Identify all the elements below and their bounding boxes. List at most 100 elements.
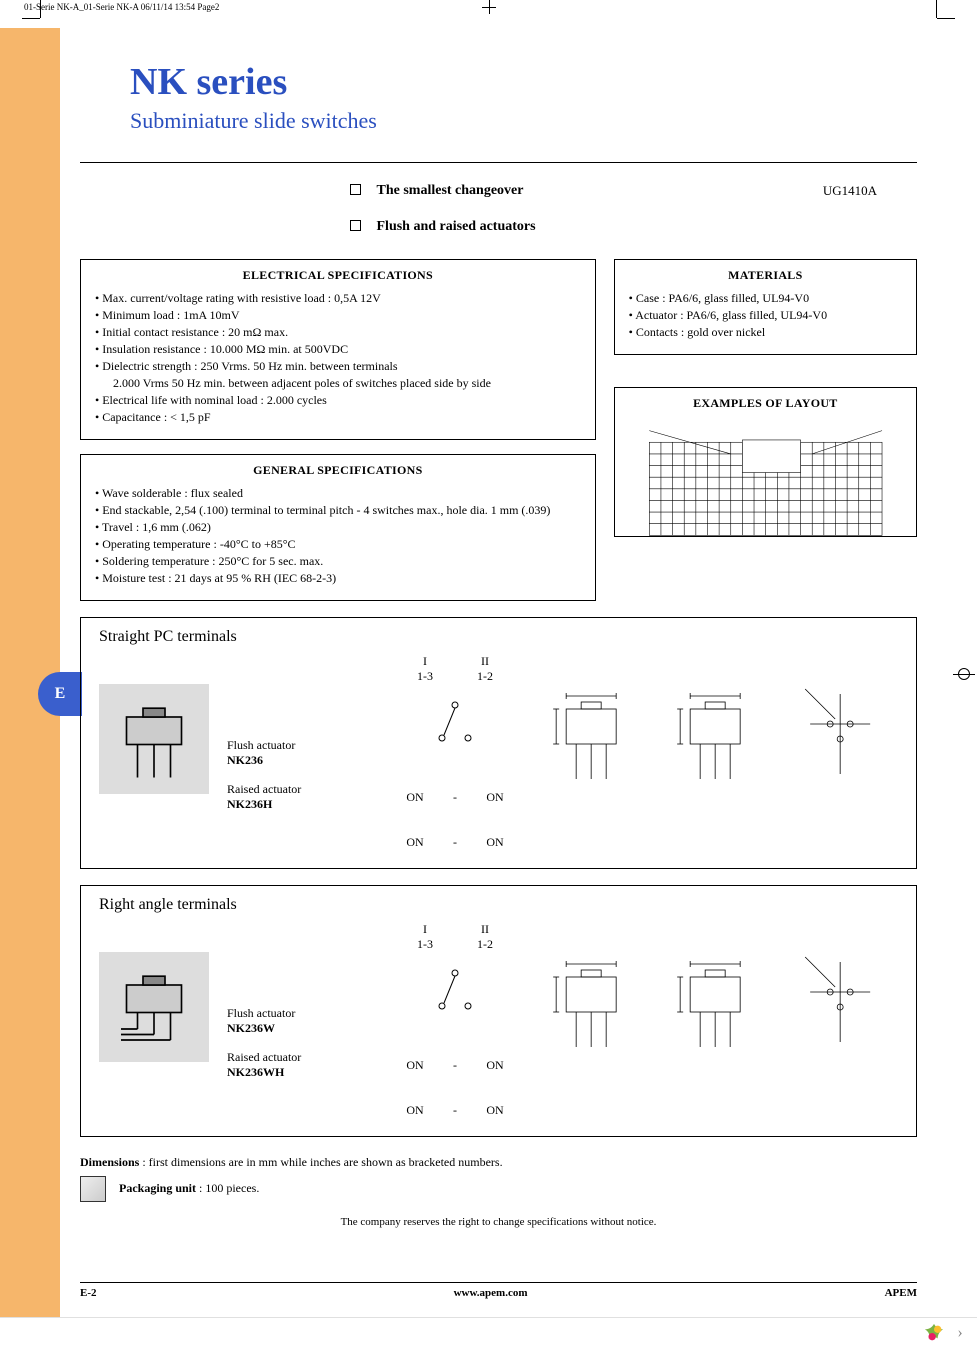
spec-item: Actuator : PA6/6, glass filled, UL94-V0 [629,308,902,323]
state-cell: ON [395,790,435,805]
electrical-list: Max. current/voltage rating with resisti… [95,291,581,425]
feature-bullets: The smallest changeover Flush and raised… [350,177,823,241]
packaging-label: Packaging unit [119,1181,196,1195]
state-cell: ON [475,1103,515,1118]
page-footer: E-2 www.apem.com APEM [80,1282,917,1299]
product-row: Flush actuator NK236 Raised actuator NK2… [99,654,898,850]
spec-item: Case : PA6/6, glass filled, UL94-V0 [629,291,902,306]
dimension-drawing [657,684,773,804]
feature-row: The smallest changeover Flush and raised… [350,177,917,241]
schematic-icon [430,958,480,1018]
variant-code: NK236H [227,797,377,812]
dimension-drawing [533,952,649,1072]
col-header: II [455,654,515,669]
checkbox-icon [350,184,361,195]
series-title: NK series [130,60,917,104]
state-cell: ON [395,1103,435,1118]
sections-host: Straight PC terminals Flush actuator NK2… [80,617,917,1137]
product-section: Right angle terminals Flush actuator NK2… [80,885,917,1137]
feature-item: Flush and raised actuators [350,219,823,235]
materials-panel: MATERIALS Case : PA6/6, glass filled, UL… [614,259,917,355]
feature-item: The smallest changeover [350,183,823,199]
content-area: NK series Subminiature slide switches Th… [80,60,917,1228]
product-row: Flush actuator NK236W Raised actuator NK… [99,922,898,1118]
document-reference: UG1410A [823,183,877,199]
spec-item: Dielectric strength : 250 Vrms. 50 Hz mi… [95,359,581,374]
spec-item: Capacitance : < 1,5 pF [95,410,581,425]
panel-title: EXAMPLES OF LAYOUT [629,396,902,411]
dimension-drawing [533,684,649,804]
col-subheader: 1-3 [395,669,455,684]
viewer-toolbar: › [0,1317,977,1347]
packaging-note: Packaging unit : 100 pieces. [80,1176,917,1202]
variant-code: NK236 [227,753,377,768]
spec-item: Operating temperature : -40°C to +85°C [95,537,581,552]
feature-text: Flush and raised actuators [377,219,536,234]
variants: Flush actuator NK236 Raised actuator NK2… [227,724,377,812]
diagrams [533,952,898,1072]
spec-item: Wave solderable : flux sealed [95,486,581,501]
right-column: MATERIALS Case : PA6/6, glass filled, UL… [614,259,917,601]
crop-mark-right-icon [953,663,975,685]
variant-code: NK236W [227,1021,377,1036]
spec-item: Initial contact resistance : 20 mΩ max. [95,325,581,340]
panel-title: GENERAL SPECIFICATIONS [95,463,581,478]
footer-brand: APEM [885,1287,917,1299]
package-icon [80,1176,106,1202]
variant-label: Flush actuator [227,1006,377,1021]
crop-mark-top-icon [482,0,496,14]
col-subheader: 1-2 [455,937,515,952]
variant-label: Raised actuator [227,1050,377,1065]
variant-label: Flush actuator [227,738,377,753]
electrical-panel: ELECTRICAL SPECIFICATIONS Max. current/v… [80,259,596,440]
crop-corner-tr-icon [907,18,937,48]
product-photo [99,684,209,794]
spec-item: End stackable, 2,54 (.100) terminal to t… [95,503,581,518]
subtitle: Subminiature slide switches [130,108,917,134]
general-panel: GENERAL SPECIFICATIONS Wave solderable :… [80,454,596,601]
state-table: III 1-31-2 ON-ON ON-ON [395,922,515,1118]
spec-item: 2.000 Vrms 50 Hz min. between adjacent p… [95,376,581,391]
state-cell: ON [395,1058,435,1073]
layout-panel: EXAMPLES OF LAYOUT [614,387,917,537]
spec-item: Moisture test : 21 days at 95 % RH (IEC … [95,571,581,586]
state-cell: ON [395,835,435,850]
diagrams [533,684,898,804]
page-number: E-2 [80,1287,97,1299]
dimension-drawing [657,952,773,1072]
general-list: Wave solderable : flux sealed End stackab… [95,486,581,586]
col-subheader: 1-3 [395,937,455,952]
col-header: II [455,922,515,937]
divider [80,162,917,163]
feature-text: The smallest changeover [377,183,524,198]
materials-list: Case : PA6/6, glass filled, UL94-V0 Actua… [629,291,902,340]
dimensions-note: Dimensions : first dimensions are in mm … [80,1155,917,1170]
footer-site: www.apem.com [454,1287,528,1299]
variant-label: Raised actuator [227,782,377,797]
state-cell: - [435,1058,475,1073]
spec-item: Minimum load : 1mA 10mV [95,308,581,323]
product-section: Straight PC terminals Flush actuator NK2… [80,617,917,869]
spec-item: Insulation resistance : 10.000 MΩ min. a… [95,342,581,357]
spec-item: Contacts : gold over nickel [629,325,902,340]
next-page-button[interactable]: › [951,1324,969,1342]
spec-item: Travel : 1,6 mm (.062) [95,520,581,535]
packaging-text: : 100 pieces. [199,1181,259,1195]
state-cell: ON [475,790,515,805]
dimensions-text: : first dimensions are in mm while inche… [142,1155,502,1169]
panel-title: ELECTRICAL SPECIFICATIONS [95,268,581,283]
col-subheader: 1-2 [455,669,515,684]
spec-item: Max. current/voltage rating with resisti… [95,291,581,306]
state-cell: ON [475,1058,515,1073]
disclaimer: The company reserves the right to change… [80,1216,917,1228]
section-tab: E [38,672,82,716]
footer-notes: Dimensions : first dimensions are in mm … [80,1155,917,1228]
state-cell: ON [475,835,515,850]
state-cell: - [435,835,475,850]
state-cell: - [435,790,475,805]
spec-item: Electrical life with nominal load : 2.00… [95,393,581,408]
section-title: Right angle terminals [99,896,898,914]
viewer-logo-icon [923,1322,945,1344]
pcb-holes-drawing [782,684,898,804]
state-table: III 1-31-2 ON-ON ON-ON [395,654,515,850]
